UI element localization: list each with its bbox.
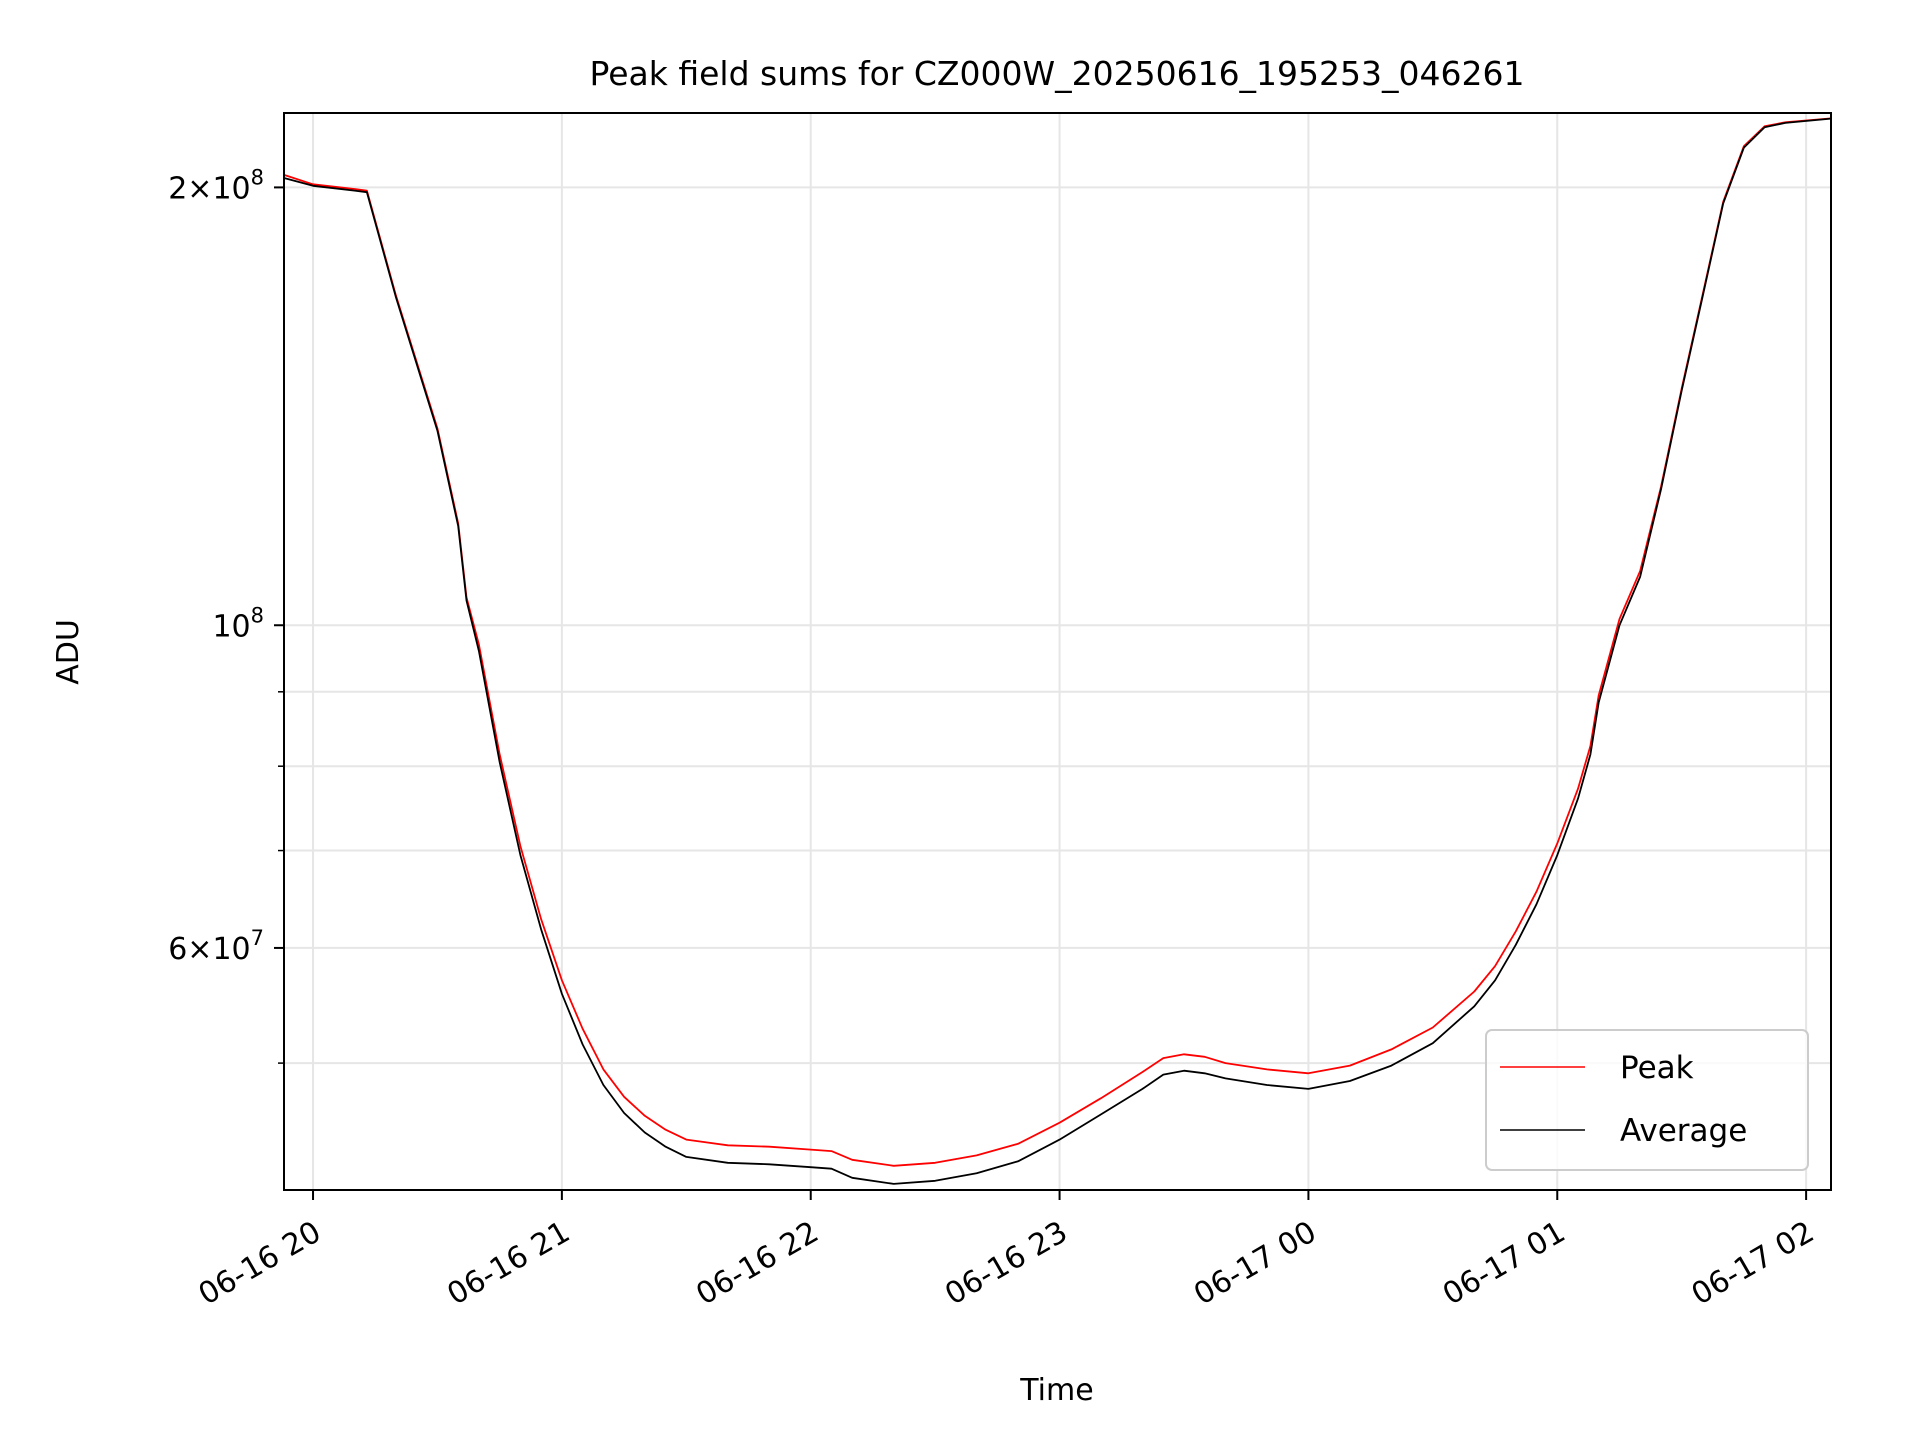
y-tick-label: 108 <box>212 603 264 644</box>
series-line-average <box>283 117 1832 1185</box>
legend-box <box>1485 1029 1809 1171</box>
y-axis-label: ADU <box>51 619 86 685</box>
y-tick-label: 6×107 <box>168 926 264 967</box>
series-line-peak <box>283 117 1832 1167</box>
series-layer <box>283 117 1832 1185</box>
x-axis-label: Time <box>1019 1373 1093 1408</box>
legend-average-label: Average <box>1620 1113 1747 1149</box>
plot-area-frame <box>283 112 1832 1191</box>
legend: Peak Average <box>1485 1029 1809 1171</box>
chart-title: Peak field sums for CZ000W_20250616_1952… <box>589 54 1524 93</box>
gridlines <box>284 113 1831 1190</box>
y-tick-label: 2×108 <box>168 165 264 206</box>
y-axis: 2×108 108 6×107 <box>168 165 284 1064</box>
legend-peak-label: Peak <box>1620 1050 1694 1086</box>
